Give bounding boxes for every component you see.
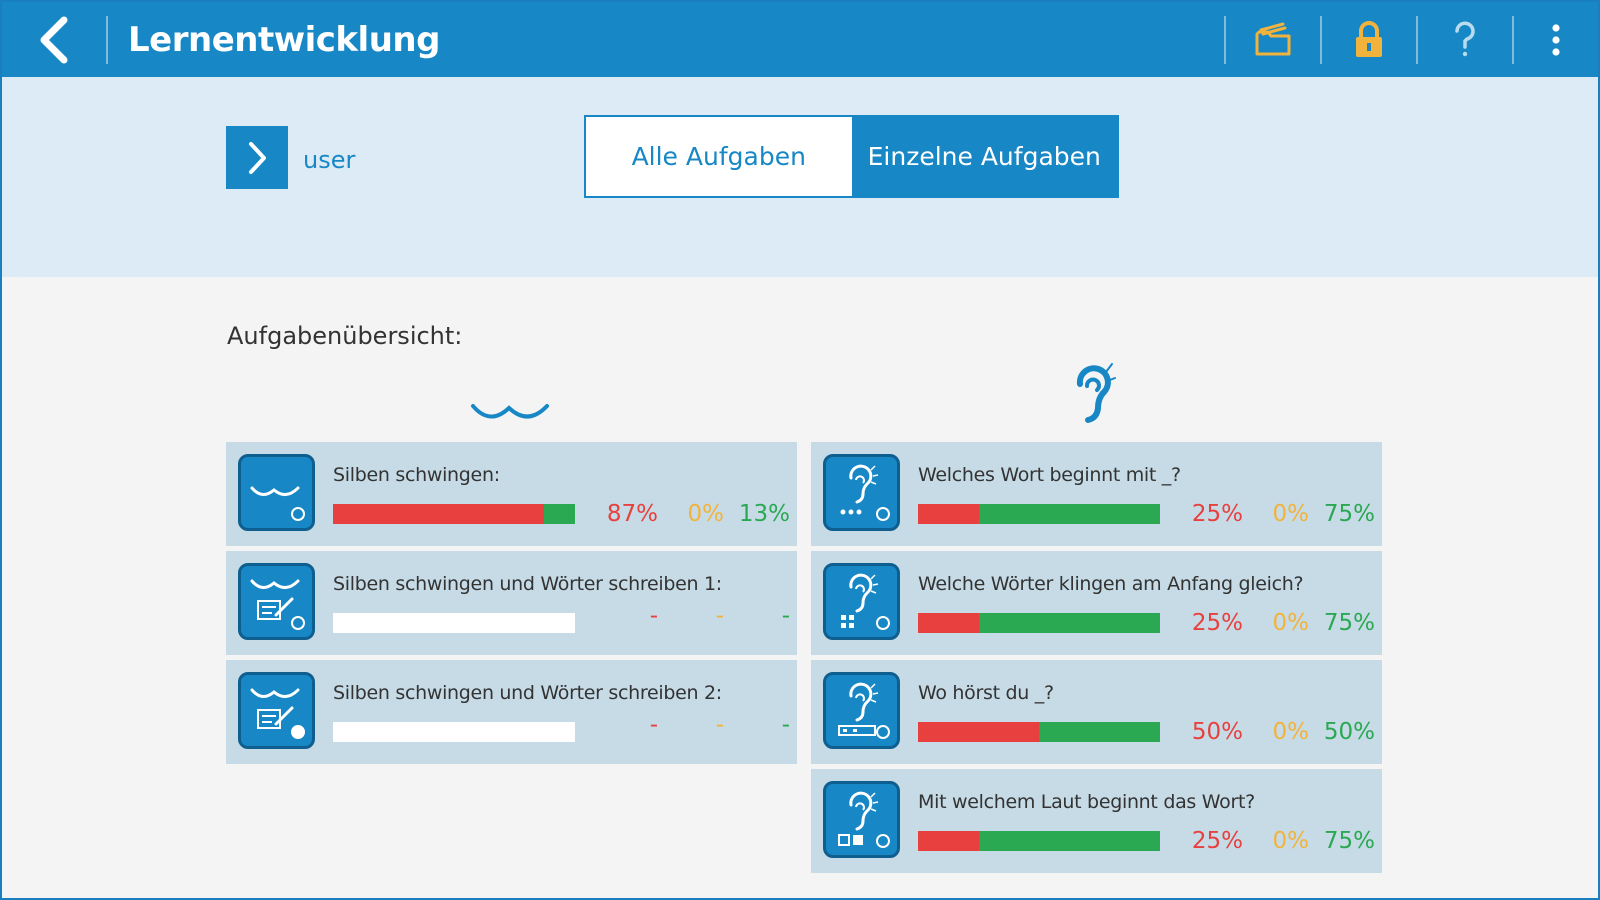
- task-icon-button[interactable]: [238, 563, 315, 640]
- percent-green: 13%: [738, 501, 790, 527]
- percent-red: 25%: [1191, 610, 1243, 636]
- progress-segment-red: [918, 831, 979, 851]
- percent-green: -: [781, 603, 790, 629]
- divider: [1416, 15, 1418, 64]
- divider: [106, 15, 108, 64]
- progress-segment-red: [918, 722, 1039, 742]
- task-title: Silben schwingen:: [333, 464, 500, 486]
- percent-green: 50%: [1323, 719, 1375, 745]
- task-card[interactable]: Welche Wörter klingen am Anfang gleich? 2…: [811, 551, 1382, 655]
- task-icon-button[interactable]: [238, 672, 315, 749]
- top-app-bar: Lernentwicklung: [2, 2, 1598, 77]
- ear-icon: [823, 563, 900, 644]
- ear-icon: [823, 672, 900, 753]
- ear-icon: [823, 781, 900, 862]
- divider: [1512, 15, 1514, 64]
- progress-segment-green: [1039, 722, 1160, 742]
- back-button[interactable]: [2, 2, 106, 77]
- percent-red: 50%: [1191, 719, 1243, 745]
- progress-bar: [918, 613, 1160, 633]
- folder-button[interactable]: [1226, 2, 1320, 77]
- percent-green: 75%: [1323, 828, 1375, 854]
- syllable-swing-icon: [471, 404, 549, 419]
- lock-icon: [1356, 20, 1382, 57]
- more-vertical-icon: [1552, 23, 1560, 56]
- section-title: Aufgabenübersicht:: [227, 322, 463, 350]
- question-mark-icon: [1455, 21, 1475, 56]
- help-button[interactable]: [1418, 2, 1512, 77]
- progress-segment-green: [978, 613, 1160, 633]
- progress-bar: [333, 722, 575, 742]
- progress-bar: [918, 504, 1160, 524]
- folder-icon: [1255, 22, 1291, 55]
- task-card[interactable]: Wo hörst du _? 50% 0% 50%: [811, 660, 1382, 764]
- percent-red: 25%: [1191, 501, 1243, 527]
- task-card[interactable]: Silben schwingen und Wörter schreiben 1:…: [226, 551, 797, 655]
- percent-red: 87%: [606, 501, 658, 527]
- divider: [1320, 15, 1322, 64]
- progress-segment-green: [978, 504, 1160, 524]
- percent-orange: -: [715, 712, 724, 738]
- task-icon-button[interactable]: [823, 781, 900, 858]
- task-title: Wo hörst du _?: [918, 682, 1054, 704]
- tab-single-tasks[interactable]: Einzelne Aufgaben: [851, 117, 1117, 196]
- view-toggle: Alle Aufgaben Einzelne Aufgaben: [584, 115, 1119, 198]
- percent-orange: 0%: [1272, 719, 1310, 745]
- progress-segment-green: [543, 504, 575, 524]
- task-card[interactable]: Silben schwingen und Wörter schreiben 2:…: [226, 660, 797, 764]
- ear-icon: [823, 454, 900, 535]
- task-title: Mit welchem Laut beginnt das Wort?: [918, 791, 1255, 813]
- chevron-right-icon: [249, 141, 266, 174]
- percent-orange: 0%: [1272, 501, 1310, 527]
- percent-orange: 0%: [1272, 610, 1310, 636]
- progress-segment-red: [918, 504, 979, 524]
- task-title: Welches Wort beginnt mit _?: [918, 464, 1181, 486]
- lock-button[interactable]: [1322, 2, 1416, 77]
- divider: [1224, 15, 1226, 64]
- page-title: Lernentwicklung: [128, 19, 440, 60]
- percent-red: 25%: [1191, 828, 1243, 854]
- percent-green: 75%: [1323, 501, 1375, 527]
- syllable-write-icon: [238, 672, 315, 753]
- percent-orange: 0%: [687, 501, 725, 527]
- more-menu-button[interactable]: [1514, 2, 1598, 77]
- task-icon-button[interactable]: [823, 563, 900, 640]
- ear-icon: [1076, 363, 1116, 423]
- progress-bar: [333, 613, 575, 633]
- task-title: Silben schwingen und Wörter schreiben 1:: [333, 573, 722, 595]
- progress-bar: [918, 831, 1160, 851]
- task-card[interactable]: Silben schwingen: 87% 0% 13%: [226, 442, 797, 546]
- percent-orange: -: [715, 603, 724, 629]
- syllable-write-icon: [238, 563, 315, 644]
- progress-bar: [333, 504, 575, 524]
- percent-red: -: [649, 603, 658, 629]
- task-icon-button[interactable]: [823, 454, 900, 531]
- task-title: Welche Wörter klingen am Anfang gleich?: [918, 573, 1304, 595]
- task-title: Silben schwingen und Wörter schreiben 2:: [333, 682, 722, 704]
- progress-bar: [918, 722, 1160, 742]
- band-curve: [2, 242, 1598, 274]
- user-name: user: [303, 146, 356, 174]
- progress-segment-red: [918, 613, 979, 633]
- task-icon-button[interactable]: [823, 672, 900, 749]
- user-select-button[interactable]: [226, 126, 288, 189]
- tab-all-tasks[interactable]: Alle Aufgaben: [586, 117, 852, 196]
- percent-green: 75%: [1323, 610, 1375, 636]
- percent-red: -: [649, 712, 658, 738]
- chevron-left-icon: [40, 16, 68, 63]
- task-card[interactable]: Welches Wort beginnt mit _? 25% 0% 75%: [811, 442, 1382, 546]
- percent-green: -: [781, 712, 790, 738]
- progress-segment-green: [978, 831, 1160, 851]
- percent-orange: 0%: [1272, 828, 1310, 854]
- progress-segment-red: [333, 504, 544, 524]
- task-icon-button[interactable]: [238, 454, 315, 531]
- task-card[interactable]: Mit welchem Laut beginnt das Wort? 25% 0% 7…: [811, 769, 1382, 873]
- syllable-swing-icon: [238, 454, 315, 535]
